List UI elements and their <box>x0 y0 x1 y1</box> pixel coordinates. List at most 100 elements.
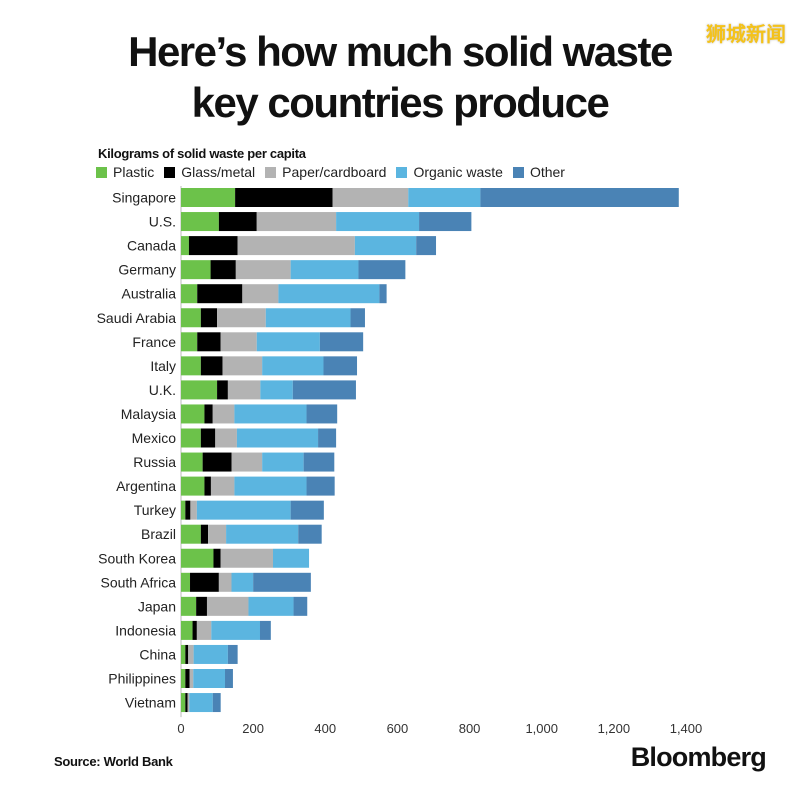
bar-south-korea-paper-cardboard <box>220 548 273 568</box>
legend: Plastic Glass/metal Paper/cardboard Organic… <box>96 164 575 180</box>
bar-mexico-organic-waste <box>236 428 319 448</box>
bar-germany-plastic <box>181 260 211 280</box>
category-label-vietnam: Vietnam <box>125 695 176 711</box>
bar-turkey-paper-cardboard <box>190 500 197 520</box>
bar-vietnam-organic-waste <box>189 693 213 713</box>
bar-argentina-paper-cardboard <box>210 476 235 496</box>
bar-brazil-glass-metal <box>200 524 209 544</box>
chart-title-line-2: key countries produce <box>191 79 610 126</box>
bar-indonesia-plastic <box>181 620 193 640</box>
bar-saudi-arabia-organic-waste <box>265 308 351 328</box>
bar-u-k-paper-cardboard <box>227 380 261 400</box>
bar-italy-paper-cardboard <box>222 356 263 376</box>
bar-u-s-other <box>419 212 472 232</box>
legend-item-organic-waste: Organic waste <box>396 164 503 180</box>
bar-japan-glass-metal <box>196 596 207 616</box>
bar-china-glass-metal <box>185 644 189 664</box>
stacked-bar-chart: Singapore U.S. Canada Germany Australia Saudi… <box>97 186 703 736</box>
category-label-south-korea: South Korea <box>98 550 176 566</box>
legend-label-other: Other <box>529 164 565 180</box>
legend-item-paper-cardboard: Paper/cardboard <box>265 164 386 180</box>
x-tick-label-600: 600 <box>387 721 409 736</box>
legend-swatch-organic-waste <box>396 167 408 178</box>
bar-u-k-organic-waste <box>260 380 293 400</box>
bar-singapore-plastic <box>181 188 236 207</box>
category-label-south-africa: South Africa <box>101 574 177 590</box>
bar-saudi-arabia-plastic <box>181 308 201 328</box>
bar-saudi-arabia-other <box>350 308 365 328</box>
category-label-australia: Australia <box>122 286 177 302</box>
source-note: Source: World Bank <box>54 754 173 769</box>
bar-philippines-glass-metal <box>185 669 190 688</box>
bar-u-s-glass-metal <box>218 212 257 232</box>
bar-russia-organic-waste <box>262 452 304 472</box>
bar-brazil-other <box>298 524 322 544</box>
bar-germany-paper-cardboard <box>235 260 291 280</box>
bar-australia-glass-metal <box>197 284 243 304</box>
x-tick-label-1400: 1,400 <box>670 721 703 736</box>
bar-brazil-plastic <box>181 524 201 544</box>
bar-south-africa-paper-cardboard <box>218 572 232 592</box>
bar-mexico-glass-metal <box>200 428 216 448</box>
category-label-argentina: Argentina <box>116 478 176 494</box>
category-label-u-k: U.K. <box>149 382 176 398</box>
bar-japan-paper-cardboard <box>206 596 249 616</box>
bar-singapore-glass-metal <box>235 188 333 207</box>
bar-canada-plastic <box>181 236 189 256</box>
category-label-canada: Canada <box>127 238 176 254</box>
bar-philippines-other <box>225 669 233 688</box>
bar-france-organic-waste <box>256 332 320 352</box>
legend-swatch-paper-cardboard <box>265 167 277 178</box>
category-label-italy: Italy <box>150 358 176 374</box>
category-label-singapore: Singapore <box>112 190 176 206</box>
legend-swatch-plastic <box>96 167 107 178</box>
bar-argentina-other <box>306 476 335 496</box>
bar-indonesia-glass-metal <box>192 620 197 640</box>
bar-philippines-plastic <box>181 669 186 688</box>
bar-argentina-glass-metal <box>204 476 211 496</box>
bar-brazil-paper-cardboard <box>208 524 227 544</box>
chart-subtitle: Kilograms of solid waste per capita <box>98 146 306 161</box>
bar-singapore-paper-cardboard <box>332 188 409 207</box>
bar-indonesia-organic-waste <box>211 620 260 640</box>
category-label-russia: Russia <box>133 454 176 470</box>
category-label-france: France <box>132 334 176 350</box>
bar-malaysia-organic-waste <box>234 404 307 424</box>
x-tick-label-200: 200 <box>242 721 264 736</box>
legend-label-glass-metal: Glass/metal <box>181 164 256 180</box>
category-label-china: China <box>139 646 176 662</box>
bar-france-glass-metal <box>197 332 221 352</box>
bar-russia-other <box>303 452 335 472</box>
category-label-u-s: U.S. <box>149 214 176 230</box>
bar-south-korea-plastic <box>181 548 214 568</box>
legend-item-glass-metal: Glass/metal <box>164 164 255 180</box>
bar-south-africa-organic-waste <box>231 572 254 592</box>
category-label-indonesia: Indonesia <box>115 622 176 638</box>
bar-vietnam-plastic <box>181 693 186 713</box>
bar-russia-plastic <box>181 452 203 472</box>
watermark: 狮城新闻 <box>706 22 786 46</box>
category-label-brazil: Brazil <box>141 526 176 542</box>
bar-singapore-other <box>480 188 679 207</box>
bar-argentina-plastic <box>181 476 205 496</box>
bar-italy-organic-waste <box>262 356 324 376</box>
bar-indonesia-other <box>259 620 271 640</box>
bar-australia-paper-cardboard <box>242 284 279 304</box>
bar-south-africa-glass-metal <box>190 572 219 592</box>
bar-mexico-other <box>318 428 337 448</box>
bar-u-k-plastic <box>181 380 218 400</box>
bar-saudi-arabia-glass-metal <box>200 308 218 328</box>
bar-malaysia-plastic <box>181 404 205 424</box>
bar-china-other <box>227 644 238 664</box>
legend-item-plastic: Plastic <box>96 164 154 180</box>
bar-philippines-organic-waste <box>193 669 226 688</box>
bar-china-plastic <box>181 644 186 664</box>
bar-canada-organic-waste <box>354 236 417 256</box>
bar-china-organic-waste <box>193 644 228 664</box>
bar-u-s-plastic <box>181 212 219 232</box>
bar-italy-other <box>323 356 358 376</box>
bar-japan-plastic <box>181 596 197 616</box>
category-label-saudi-arabia: Saudi Arabia <box>97 310 177 326</box>
bar-mexico-paper-cardboard <box>215 428 237 448</box>
bar-canada-paper-cardboard <box>237 236 355 256</box>
